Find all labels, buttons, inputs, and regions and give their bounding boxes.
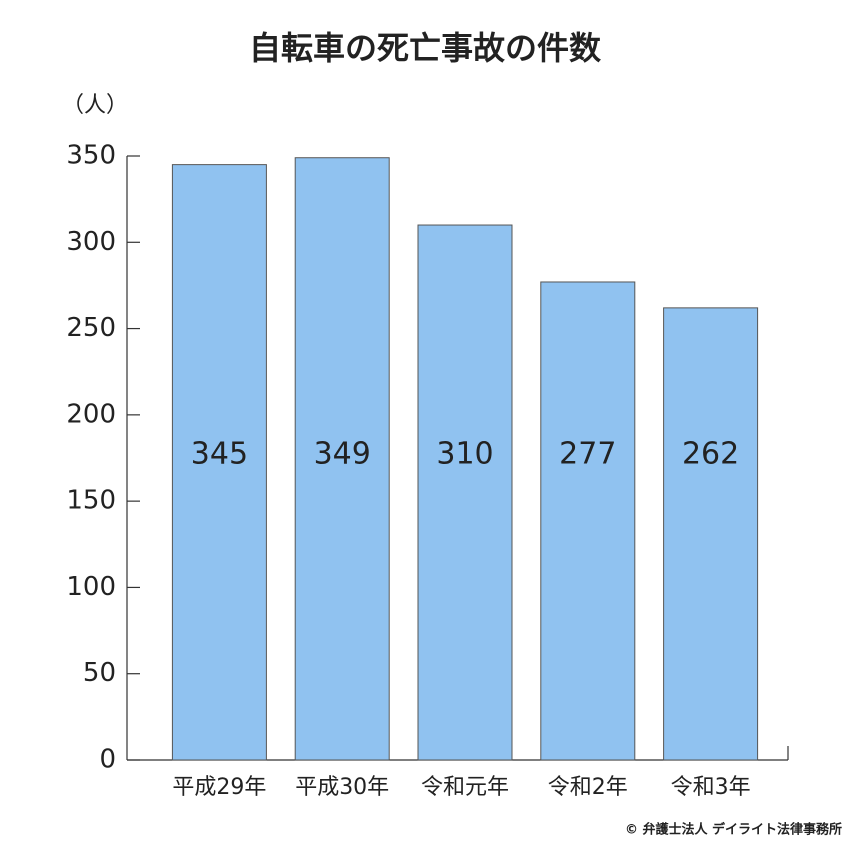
value-label: 262 — [682, 437, 739, 472]
footer: © 弁護士法人 デイライト法律事務所 — [625, 822, 842, 838]
bar — [171, 164, 267, 761]
y-tick-label: 300 — [66, 227, 116, 257]
x-tick-label: 令和元年 — [421, 775, 509, 800]
value-label: 277 — [559, 437, 616, 472]
y-tick-label: 200 — [66, 399, 116, 429]
bar — [294, 157, 390, 761]
value-label: 349 — [314, 437, 371, 472]
x-tick-label: 令和3年 — [671, 775, 751, 800]
bar — [663, 307, 759, 761]
x-tick-label: 平成30年 — [295, 775, 389, 800]
y-tick-label: 50 — [83, 658, 116, 688]
y-tick-label: 0 — [99, 745, 116, 775]
y-tick-label: 150 — [66, 486, 116, 516]
bar — [417, 224, 513, 761]
y-tick-label: 100 — [66, 572, 116, 602]
bar — [540, 281, 636, 761]
x-tick-label: 平成29年 — [172, 775, 266, 800]
chart-title: 自転車の死亡事故の件数 — [249, 29, 602, 67]
y-tick-label: 250 — [66, 313, 116, 343]
value-label: 310 — [436, 437, 493, 472]
y-axis-label: （人） — [62, 93, 128, 118]
x-tick-label: 令和2年 — [548, 775, 628, 800]
value-label: 345 — [191, 437, 248, 472]
y-tick-label: 350 — [66, 141, 116, 171]
